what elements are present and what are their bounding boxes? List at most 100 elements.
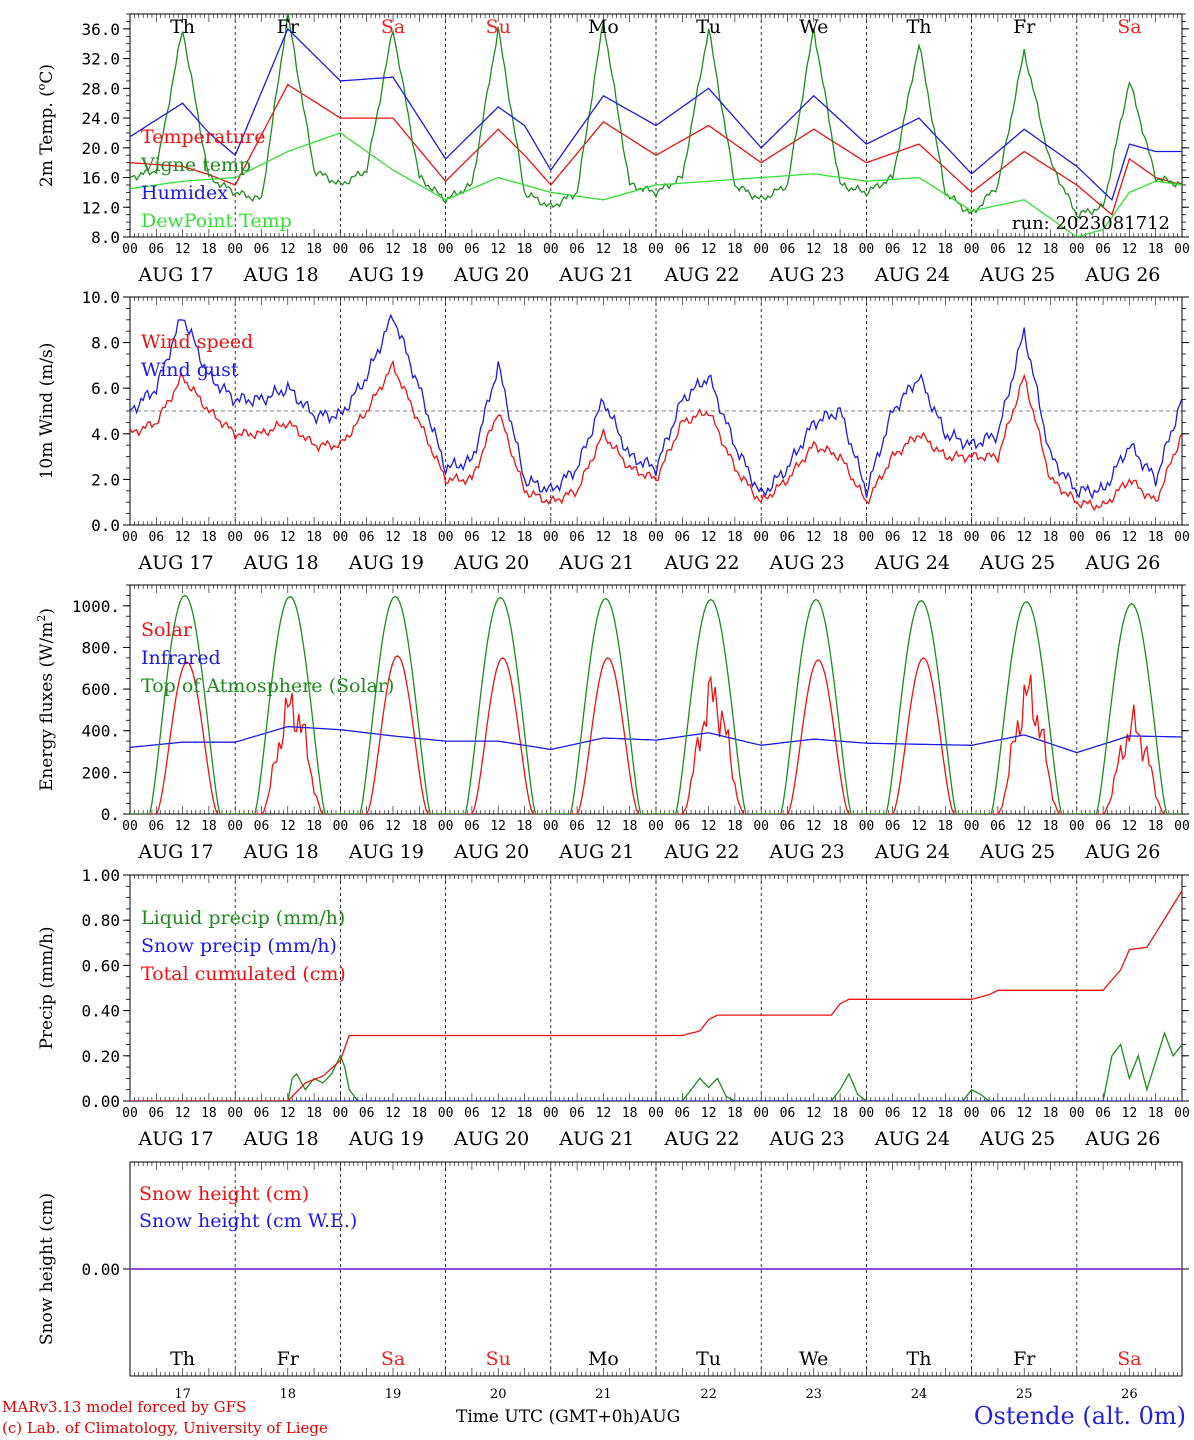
date-number-label: 17 <box>174 1387 191 1402</box>
hour-label: 12 <box>280 242 296 257</box>
hour-label: 12 <box>596 1106 612 1121</box>
date-number-label: 24 <box>911 1387 928 1402</box>
hour-label: 12 <box>175 1106 191 1121</box>
date-label: AUG 17 <box>137 552 213 574</box>
legend-entry: Vigne temp <box>140 154 251 176</box>
hour-label: 18 <box>201 1106 217 1121</box>
hour-label: 18 <box>622 1106 638 1121</box>
hour-label: 00 <box>859 530 875 545</box>
y-tick-label: 1.00 <box>81 866 120 885</box>
panel-4: 0.00 0.20 0.40 0.60 0.80 1.00 Precip (mm/h) Liq… <box>37 866 1190 1150</box>
hour-label: 00 <box>438 1106 454 1121</box>
hour-label: 18 <box>306 530 322 545</box>
hour-label: 12 <box>1122 530 1138 545</box>
hour-label: 12 <box>911 530 927 545</box>
hour-label: 06 <box>254 1106 270 1121</box>
panel-1: 8.0 12.0 16.0 20.0 24.0 28.0 32.0 36.0 2m Temp. … <box>35 13 1190 286</box>
hour-label: 12 <box>596 530 612 545</box>
hour-label: 12 <box>1122 819 1138 834</box>
x-axis-title: Time UTC (GMT+0h)AUG <box>456 1407 681 1427</box>
hour-label: 06 <box>359 819 375 834</box>
legend-entry: Snow precip (mm/h) <box>141 935 337 957</box>
day-of-week-label: Tu <box>696 1348 721 1370</box>
y-tick-label: 8.0 <box>91 334 120 353</box>
legend-entry: Snow height (cm W.E.) <box>139 1210 357 1232</box>
hour-label: 18 <box>937 1106 953 1121</box>
hour-label: 00 <box>964 530 980 545</box>
date-label: AUG 18 <box>243 841 319 863</box>
date-label: AUG 19 <box>348 264 424 286</box>
hour-label: 00 <box>543 242 559 257</box>
y-axis-title: 2m Temp. (oC) <box>35 64 57 187</box>
date-label: AUG 19 <box>348 841 424 863</box>
hour-label: 06 <box>1095 819 1111 834</box>
credit-lab: (c) Lab. of Climatology, University of L… <box>2 1419 328 1437</box>
hour-label: 06 <box>1095 1106 1111 1121</box>
hour-label: 06 <box>254 242 270 257</box>
hour-label: 12 <box>385 1106 401 1121</box>
hour-label: 18 <box>832 819 848 834</box>
y-tick-label: 6.0 <box>91 379 120 398</box>
series-group <box>130 14 1182 237</box>
hour-label: 18 <box>622 530 638 545</box>
date-label: AUG 17 <box>137 841 213 863</box>
hour-label: 06 <box>148 530 164 545</box>
y-tick-label: 8.0 <box>91 228 120 247</box>
day-of-week-label: Th <box>907 1348 932 1370</box>
date-label: AUG 20 <box>453 552 529 574</box>
hour-label: 18 <box>832 242 848 257</box>
hour-label: 06 <box>569 1106 585 1121</box>
day-of-week-label: Fr <box>277 16 300 38</box>
hour-label: 18 <box>1043 530 1059 545</box>
legend-entry: Infrared <box>141 647 221 669</box>
date-number-label: 22 <box>700 1387 717 1402</box>
day-of-week-label: Fr <box>1013 16 1036 38</box>
date-label: AUG 21 <box>558 841 634 863</box>
day-of-week-label: Th <box>907 16 932 38</box>
hour-label: 12 <box>1016 1106 1032 1121</box>
hour-label: 06 <box>885 530 901 545</box>
hour-label: 06 <box>885 819 901 834</box>
date-label: AUG 21 <box>558 552 634 574</box>
hour-label: 18 <box>1148 242 1164 257</box>
hour-label: 18 <box>517 530 533 545</box>
date-label: AUG 22 <box>663 264 739 286</box>
y-tick-label: 1000. <box>72 597 120 616</box>
hour-label: 12 <box>806 819 822 834</box>
hour-label: 18 <box>1043 1106 1059 1121</box>
date-label: AUG 22 <box>663 1128 739 1150</box>
hour-label: 18 <box>411 819 427 834</box>
legend-entry: Wind gust <box>141 359 239 381</box>
date-label: AUG 25 <box>979 264 1055 286</box>
y-tick-label: 200. <box>81 763 120 782</box>
y-tick-label: 0. <box>101 805 120 824</box>
hour-label: 00 <box>753 530 769 545</box>
day-of-week-label: We <box>799 16 828 38</box>
hour-label: 18 <box>622 242 638 257</box>
hour-label: 06 <box>464 530 480 545</box>
y-axis-title: Precip (mm/h) <box>37 926 57 1049</box>
run-label: run: 2023081712 <box>1012 213 1170 234</box>
hour-label: 12 <box>490 530 506 545</box>
station-name: Ostende (alt. 0m) <box>973 1402 1186 1430</box>
hour-label: 06 <box>569 530 585 545</box>
date-label: AUG 20 <box>453 1128 529 1150</box>
series-temperature <box>130 83 1182 216</box>
y-tick-label: 0.80 <box>81 911 120 930</box>
hour-label: 18 <box>1148 530 1164 545</box>
hour-label: 06 <box>359 242 375 257</box>
hour-label: 00 <box>438 242 454 257</box>
hour-label: 12 <box>490 242 506 257</box>
hour-label: 00 <box>964 242 980 257</box>
day-of-week-label: Fr <box>277 1348 300 1370</box>
day-of-week-label: Sa <box>1117 1348 1141 1370</box>
hour-label: 06 <box>464 1106 480 1121</box>
hour-label: 18 <box>937 819 953 834</box>
y-tick-label: 4.0 <box>91 425 120 444</box>
day-of-week-label: Mo <box>588 1348 619 1370</box>
hour-label: 12 <box>280 819 296 834</box>
series-group <box>130 594 1182 814</box>
y-tick-label: 0.00 <box>81 1092 120 1111</box>
date-label: AUG 20 <box>453 264 529 286</box>
hour-label: 12 <box>911 1106 927 1121</box>
